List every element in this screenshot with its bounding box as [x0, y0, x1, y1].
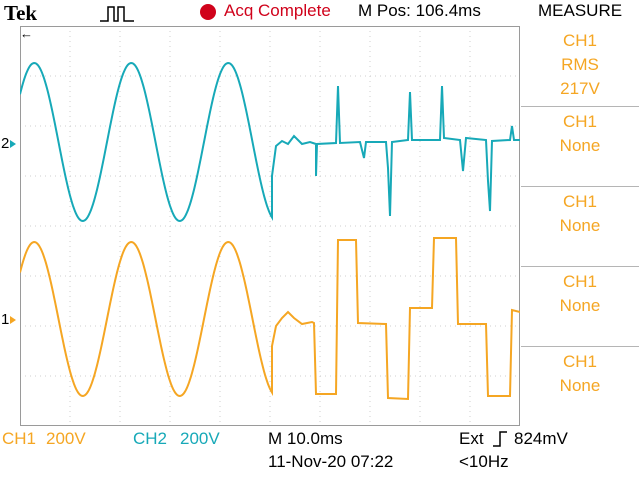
settings-bar: CH1 200V CH2 200V M 10.0ms 11-Nov-20 07:…	[0, 426, 640, 480]
rising-edge-icon	[493, 431, 507, 447]
measurement-slot-5[interactable]: CH1 None	[521, 346, 639, 425]
pulse-trigger-icon	[100, 6, 134, 22]
acquisition-status: Acq Complete	[224, 1, 331, 20]
ch1-label: CH1	[2, 429, 37, 448]
marker-arrow-icon	[10, 316, 17, 325]
channel-1-marker-label: 1	[1, 311, 10, 328]
trigger-source[interactable]: Ext	[459, 429, 484, 448]
measurement-type: None	[559, 376, 601, 395]
measurement-slot-3[interactable]: CH1 None	[521, 186, 639, 265]
ch2-scale[interactable]: 200V	[180, 429, 220, 448]
ch2-label: CH2	[133, 429, 168, 448]
measurement-type: None	[559, 216, 601, 235]
measure-panel: CH1 RMS 217V CH1 None CH1 None CH1 None …	[520, 26, 640, 426]
measurement-type: None	[559, 296, 601, 315]
measurement-slot-4[interactable]: CH1 None	[521, 266, 639, 345]
channel-1-trace	[20, 237, 520, 401]
channel-1-ground-marker[interactable]: 1	[1, 311, 17, 328]
measurement-channel: CH1	[562, 352, 597, 371]
measurement-channel: CH1	[562, 192, 597, 211]
waveform-graticule	[20, 26, 520, 426]
channel-2-marker-label: 2	[1, 135, 10, 152]
measurement-slot-1[interactable]: CH1 RMS 217V	[521, 26, 639, 104]
channel-2-ground-marker[interactable]: 2	[1, 135, 17, 152]
measurement-type: RMS	[561, 55, 599, 74]
trigger-level[interactable]: 824mV	[514, 429, 568, 448]
ch1-scale[interactable]: 200V	[46, 429, 86, 448]
channel-2-trace	[20, 61, 520, 223]
measurement-channel: CH1	[562, 272, 597, 291]
measurement-channel: CH1	[562, 31, 597, 50]
status-bar: Tek Acq Complete M Pos: 106.4ms MEASURE	[0, 0, 640, 26]
waveform-display	[20, 26, 520, 426]
measurement-slot-2[interactable]: CH1 None	[521, 106, 639, 185]
date-time: 11-Nov-20 07:22	[268, 452, 394, 471]
horizontal-position: M Pos: 106.4ms	[358, 1, 481, 20]
measurement-type: None	[559, 136, 601, 155]
measure-menu-title: MEASURE	[538, 1, 623, 20]
timebase[interactable]: M 10.0ms	[268, 429, 343, 448]
measurement-value: 217V	[560, 79, 600, 98]
brand-logo: Tek	[4, 1, 38, 25]
trigger-frequency: <10Hz	[459, 452, 509, 471]
trigger-position-icon: ←	[20, 26, 33, 41]
record-dot-icon	[200, 4, 216, 20]
measurement-channel: CH1	[562, 112, 597, 131]
marker-arrow-icon	[10, 140, 17, 149]
